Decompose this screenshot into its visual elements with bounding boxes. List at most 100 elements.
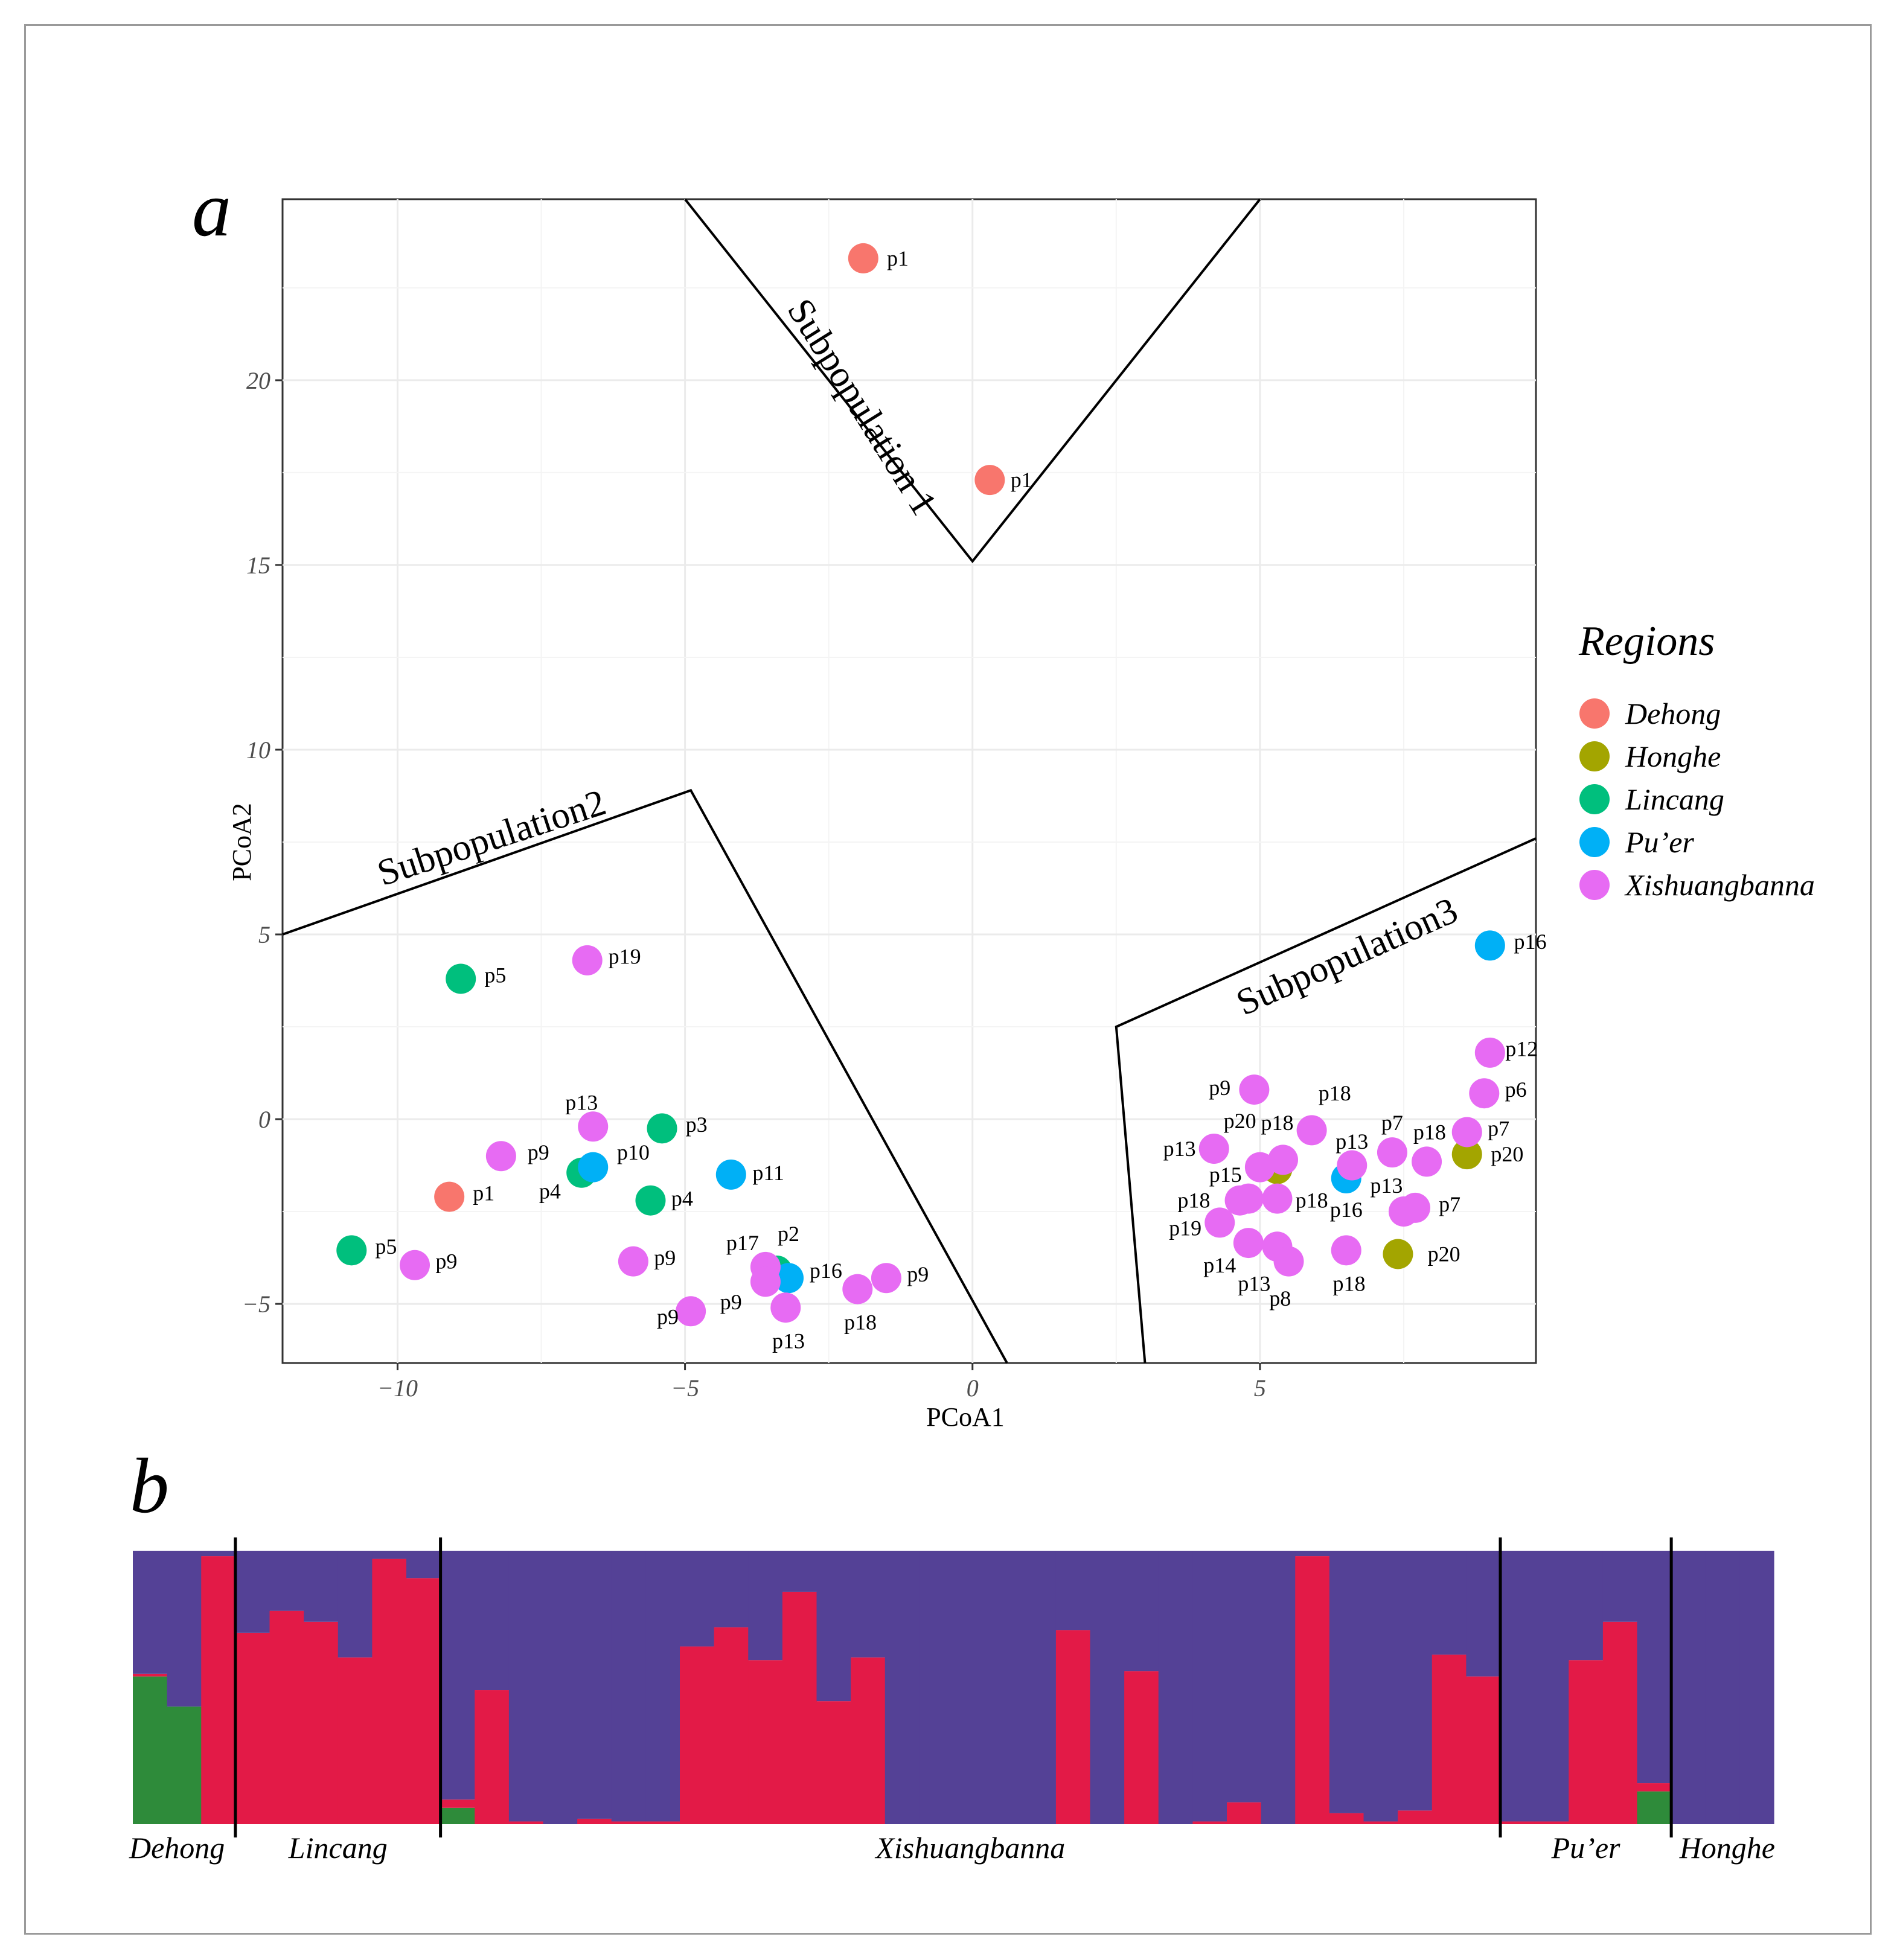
pcoa-scatter-plot: Subpopulation 1Subpopulation2Subpopulati… — [227, 198, 1546, 1432]
ancestry-bar-purple — [1671, 1551, 1706, 1824]
point-xishuangbanna — [400, 1250, 430, 1280]
point-label: p8 — [1269, 1286, 1291, 1310]
group-label-xishuangbanna: Xishuangbanna — [874, 1831, 1065, 1865]
ancestry-bar-red — [440, 1799, 475, 1808]
legend-key-lincang — [1579, 784, 1610, 814]
ancestry-bar-red — [748, 1660, 783, 1824]
point-label: p13 — [1163, 1137, 1196, 1161]
y-tick-label: 0 — [258, 1106, 270, 1133]
data-points — [336, 243, 1505, 1327]
ancestry-bar-purple — [1363, 1551, 1398, 1822]
legend-key-honghe — [1579, 741, 1610, 771]
point-lincang — [446, 963, 476, 994]
ancestry-bar-purple — [269, 1551, 304, 1611]
ancestry-bar-purple — [1158, 1551, 1193, 1824]
point-xishuangbanna — [1474, 1037, 1505, 1068]
ancestry-bar-red — [1363, 1821, 1398, 1824]
ancestry-bar-purple — [953, 1551, 988, 1824]
point-label: p17 — [726, 1231, 759, 1255]
legend-title: Regions — [1578, 618, 1715, 665]
point-xishuangbanna — [1233, 1183, 1264, 1214]
point-label: p18 — [1319, 1081, 1351, 1105]
ancestry-bar-purple — [782, 1551, 817, 1592]
ancestry-bar-red — [1192, 1821, 1227, 1824]
point-xishuangbanna — [1244, 1152, 1275, 1183]
ancestry-bar-purple — [167, 1551, 202, 1707]
ancestry-bar-purple — [406, 1551, 441, 1579]
point-label: p3 — [686, 1112, 708, 1137]
point-label: p18 — [1261, 1111, 1293, 1135]
ancestry-bar-red — [1602, 1621, 1638, 1824]
group-label-honghe: Honghe — [1679, 1831, 1775, 1865]
point-xishuangbanna — [1331, 1235, 1361, 1266]
ancestry-bar-red — [577, 1818, 612, 1824]
point-xishuangbanna — [676, 1296, 706, 1327]
ancestry-bar-purple — [1192, 1551, 1227, 1822]
ancestry-bar-purple — [1466, 1551, 1501, 1677]
point-dehong — [434, 1181, 465, 1212]
point-label: p16 — [1514, 930, 1546, 954]
ancestry-bar-red — [133, 1673, 168, 1677]
point-xishuangbanna — [1337, 1150, 1368, 1181]
ancestry-bar-red — [816, 1701, 851, 1824]
point-xishuangbanna — [578, 1111, 609, 1142]
point-xishuangbanna — [770, 1292, 801, 1323]
ancestry-bar-red — [782, 1591, 817, 1824]
point-xishuangbanna — [1273, 1246, 1304, 1277]
point-label: p6 — [1505, 1077, 1527, 1102]
group-label-pu-er: Pu’er — [1551, 1831, 1620, 1865]
point-label: p11 — [752, 1161, 784, 1185]
ancestry-bar-purple — [1055, 1551, 1091, 1630]
ancestry-bar-red — [372, 1559, 407, 1824]
plot-panel — [281, 198, 1537, 1364]
point-label: p13 — [772, 1329, 805, 1353]
y-tick-label: −5 — [242, 1291, 270, 1318]
point-pu-er — [715, 1159, 746, 1190]
point-xishuangbanna — [1233, 1228, 1264, 1259]
point-label: p9 — [1209, 1076, 1230, 1100]
group-label-dehong: Dehong — [129, 1831, 225, 1865]
x-tick-label: −5 — [671, 1374, 699, 1402]
panel-b-letter: b — [130, 1443, 169, 1530]
ancestry-bar-purple — [337, 1551, 373, 1658]
ancestry-bar-purple — [1739, 1551, 1774, 1824]
ancestry-bar-purple — [1432, 1551, 1467, 1655]
y-tick-label: 10 — [246, 736, 270, 764]
point-pu-er — [1474, 930, 1505, 961]
point-honghe — [1451, 1139, 1482, 1170]
point-xishuangbanna — [1198, 1134, 1229, 1164]
point-label: p7 — [1488, 1116, 1509, 1140]
ancestry-bar-purple — [1500, 1551, 1535, 1822]
ancestry-bar-red — [304, 1621, 339, 1824]
ancestry-bar-purple — [304, 1551, 339, 1622]
ancestry-bar-red — [1432, 1655, 1467, 1824]
ancestry-bar-purple — [1602, 1551, 1638, 1622]
ancestry-bar-purple — [1398, 1551, 1433, 1811]
ancestry-bar-purple — [748, 1551, 783, 1661]
ancestry-bar-red — [1637, 1783, 1672, 1792]
ancestry-bar-purple — [851, 1551, 886, 1658]
ancestry-bar-purple — [919, 1551, 954, 1824]
legend-key-pu-er — [1579, 827, 1610, 857]
point-dehong — [848, 243, 878, 273]
point-label: p13 — [1370, 1173, 1403, 1198]
x-tick-label: 0 — [967, 1374, 979, 1402]
ancestry-bar-red — [201, 1556, 236, 1824]
ancestry-bar-purple — [508, 1551, 544, 1822]
point-dehong — [974, 465, 1005, 496]
point-xishuangbanna — [1400, 1192, 1431, 1223]
y-tick-label: 5 — [258, 921, 270, 948]
ancestry-bar-red — [611, 1821, 646, 1824]
point-label: p16 — [810, 1259, 842, 1283]
point-xishuangbanna — [1204, 1207, 1235, 1238]
point-label: p18 — [1413, 1120, 1446, 1144]
point-label: p5 — [484, 963, 506, 987]
point-label: p4 — [539, 1179, 561, 1203]
point-label: p20 — [1224, 1109, 1256, 1133]
ancestry-bar-red — [1500, 1821, 1535, 1824]
group-dividers — [234, 1537, 1673, 1837]
point-label: p1 — [887, 246, 909, 270]
point-label: p9 — [435, 1250, 457, 1274]
point-label: p2 — [778, 1222, 799, 1246]
point-lincang — [647, 1113, 677, 1144]
